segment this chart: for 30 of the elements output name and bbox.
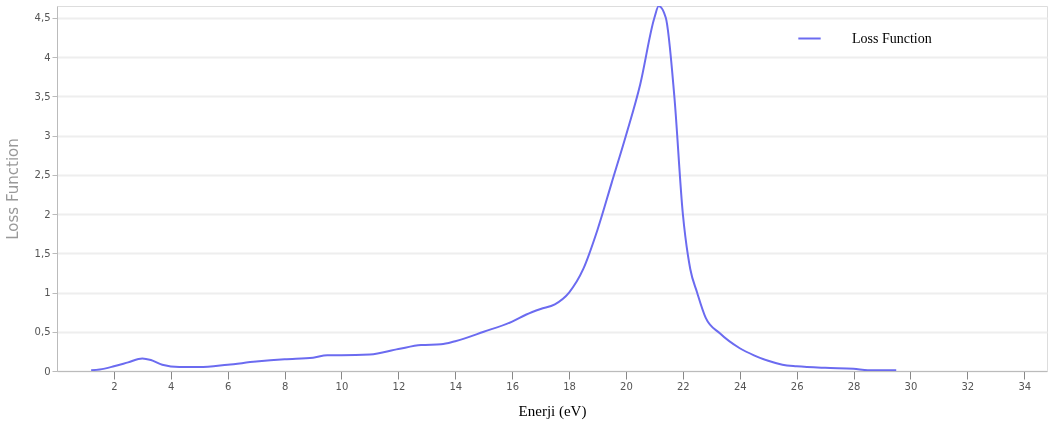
y-tick-label: 3 bbox=[44, 130, 51, 142]
x-tick-label: 14 bbox=[449, 380, 463, 392]
x-tick-label: 20 bbox=[620, 380, 633, 392]
x-tick-label: 22 bbox=[676, 380, 690, 392]
x-tick-label: 28 bbox=[847, 380, 861, 392]
y-tick-label: 2,5 bbox=[34, 169, 51, 181]
x-tick-label: 34 bbox=[1018, 380, 1032, 392]
x-tick-label: 8 bbox=[281, 380, 289, 392]
y-tick-label: 0,5 bbox=[34, 326, 51, 338]
x-tick-label: 4 bbox=[168, 380, 175, 392]
y-tick-label: 1 bbox=[44, 287, 51, 299]
x-tick-label: 18 bbox=[563, 380, 576, 392]
x-tick-label: 2 bbox=[111, 380, 118, 392]
x-axis-title: Enerji (eV) bbox=[518, 402, 587, 420]
x-tick-label: 32 bbox=[961, 380, 975, 392]
y-tick-label: 2 bbox=[44, 208, 51, 220]
y-tick-label: 1,5 bbox=[34, 247, 51, 259]
x-tick-label: 10 bbox=[335, 380, 349, 392]
x-tick-label: 30 bbox=[904, 380, 918, 392]
x-tick-label: 16 bbox=[506, 380, 520, 392]
y-tick-label: 0 bbox=[44, 365, 51, 377]
y-tick-label: 4,5 bbox=[34, 12, 51, 24]
x-tick-label: 26 bbox=[790, 380, 804, 392]
y-tick-label: 4 bbox=[44, 51, 51, 63]
y-tick-label: 3,5 bbox=[34, 90, 51, 102]
x-tick-label: 12 bbox=[392, 380, 406, 392]
x-tick-label: 24 bbox=[733, 380, 747, 392]
legend-label: Loss Function bbox=[852, 30, 932, 46]
y-axis-title: Loss Function bbox=[3, 138, 22, 240]
x-tick-label: 6 bbox=[225, 380, 232, 392]
